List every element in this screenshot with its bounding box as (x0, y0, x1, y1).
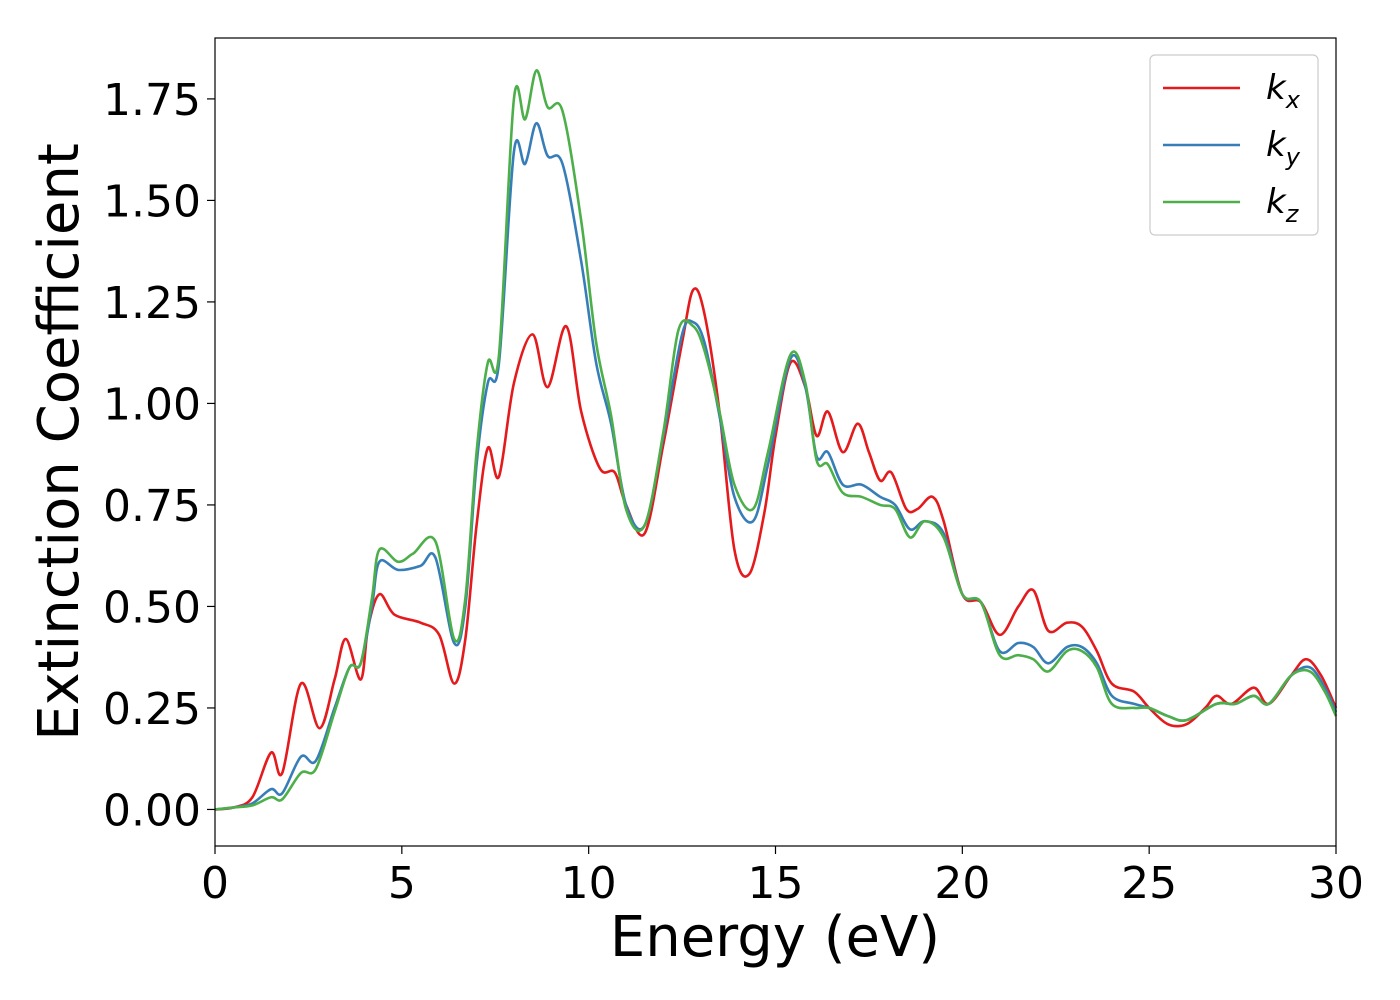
legend-label: kz (1266, 182, 1300, 228)
x-axis-ticks: 0 5 10 15 20 25 30 (201, 846, 1364, 909)
y-tick-label: 1.00 (103, 379, 201, 430)
legend-label: kx (1266, 68, 1301, 114)
y-tick-label: 1.50 (103, 176, 201, 227)
x-tick-label: 10 (561, 858, 617, 909)
x-axis-label: Energy (eV) (610, 905, 940, 970)
legend-label: ky (1266, 125, 1301, 171)
x-tick-label: 25 (1121, 858, 1177, 909)
y-tick-label: 1.75 (103, 75, 201, 126)
x-tick-label: 5 (388, 858, 416, 909)
series-layer (214, 69, 1338, 811)
legend: kx ky kz (1149, 54, 1319, 236)
x-tick-label: 15 (748, 858, 804, 909)
y-axis-label: Extinction Coefficient (27, 143, 92, 741)
x-tick-label: 0 (201, 858, 229, 909)
x-tick-label: 30 (1308, 858, 1364, 909)
y-tick-label: 0.75 (103, 481, 201, 532)
series-line-k-x (214, 287, 1338, 811)
y-tick-label: 0.00 (103, 785, 201, 836)
y-tick-label: 0.50 (103, 582, 201, 633)
y-tick-label: 1.25 (103, 278, 201, 329)
y-tick-label: 0.25 (103, 684, 201, 735)
x-tick-label: 20 (934, 858, 990, 909)
series-line-k-z (214, 69, 1338, 811)
y-axis-ticks: 0.00 0.25 0.50 0.75 1.00 1.25 1.50 1.75 (103, 75, 215, 836)
